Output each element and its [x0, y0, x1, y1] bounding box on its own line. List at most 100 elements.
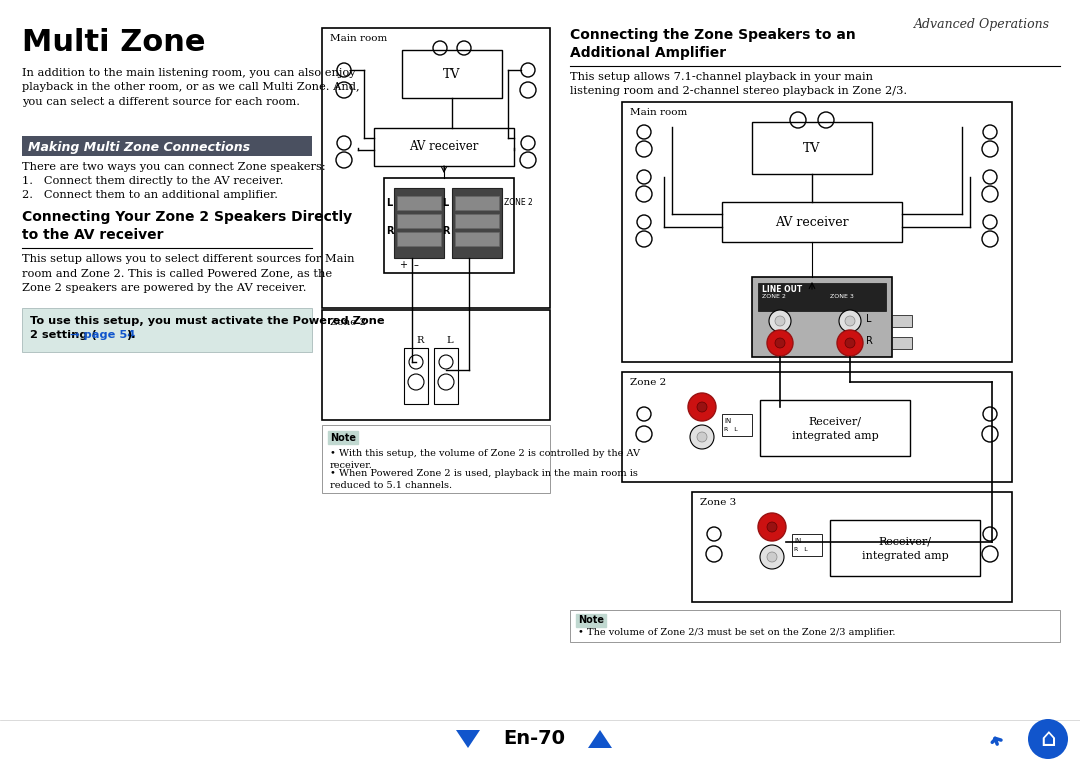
Bar	[397, 196, 441, 210]
Bar	[397, 214, 441, 228]
Bar	[394, 188, 444, 258]
Text: AV receiver: AV receiver	[409, 141, 478, 154]
Text: ZONE 2: ZONE 2	[504, 198, 532, 207]
Text: TV: TV	[443, 67, 461, 80]
Bar	[570, 610, 1059, 642]
Text: To use this setup, you must activate the Powered Zone: To use this setup, you must activate the…	[30, 316, 384, 326]
Bar	[374, 128, 514, 166]
Text: –: –	[414, 260, 419, 270]
Text: Note: Note	[578, 615, 604, 625]
Text: Receiver/: Receiver/	[809, 417, 862, 427]
Text: • The volume of Zone 2/3 must be set on the Zone 2/3 amplifier.: • The volume of Zone 2/3 must be set on …	[578, 628, 895, 637]
Text: This setup allows you to select different sources for Main
room and Zone 2. This: This setup allows you to select differen…	[22, 254, 354, 293]
Circle shape	[760, 545, 784, 569]
Circle shape	[697, 432, 707, 442]
Text: R: R	[386, 226, 393, 236]
Text: R   L: R L	[724, 427, 738, 432]
Polygon shape	[588, 730, 612, 748]
Bar	[455, 196, 499, 210]
Text: → page 54: → page 54	[70, 330, 135, 340]
Circle shape	[697, 402, 707, 412]
Text: LINE OUT: LINE OUT	[762, 285, 802, 294]
Text: Receiver/: Receiver/	[878, 537, 931, 547]
Bar	[455, 232, 499, 246]
Text: • When Powered Zone 2 is used, playback in the main room is
reduced to 5.1 chann: • When Powered Zone 2 is used, playback …	[330, 469, 638, 490]
Circle shape	[758, 513, 786, 541]
Text: Zone 2: Zone 2	[330, 318, 366, 327]
Circle shape	[688, 393, 716, 421]
Bar	[831, 520, 980, 576]
Bar	[622, 102, 1012, 362]
Text: Multi Zone: Multi Zone	[22, 28, 205, 57]
Bar	[792, 534, 822, 556]
Bar	[397, 232, 441, 246]
Bar	[723, 414, 752, 436]
Text: L: L	[442, 198, 448, 208]
Bar	[404, 348, 428, 404]
Bar	[892, 337, 912, 349]
Text: R: R	[866, 336, 873, 346]
Bar	[622, 372, 1012, 482]
Text: 1.   Connect them directly to the AV receiver.: 1. Connect them directly to the AV recei…	[22, 176, 283, 186]
Circle shape	[767, 522, 777, 532]
Text: TV: TV	[804, 141, 821, 154]
Text: ZONE 2: ZONE 2	[762, 294, 786, 299]
Circle shape	[775, 338, 785, 348]
Bar	[892, 315, 912, 327]
Text: +: +	[399, 260, 407, 270]
Text: Zone 3: Zone 3	[700, 498, 737, 507]
Bar	[22, 136, 312, 156]
Text: Zone 2: Zone 2	[630, 378, 666, 387]
Text: IN: IN	[794, 538, 801, 544]
Circle shape	[845, 316, 855, 326]
Bar	[576, 614, 606, 627]
Text: ZONE 3: ZONE 3	[831, 294, 854, 299]
Text: There are two ways you can connect Zone speakers:: There are two ways you can connect Zone …	[22, 162, 326, 172]
Text: ⌂: ⌂	[1040, 727, 1056, 751]
Circle shape	[767, 552, 777, 562]
Bar	[455, 214, 499, 228]
Text: IN: IN	[724, 418, 731, 424]
Text: L: L	[386, 198, 392, 208]
Text: to the AV receiver: to the AV receiver	[22, 228, 163, 242]
Polygon shape	[456, 730, 480, 748]
Text: L: L	[447, 336, 454, 345]
Text: Main room: Main room	[630, 108, 687, 117]
Circle shape	[767, 330, 793, 356]
Bar	[384, 178, 514, 273]
Text: En-70: En-70	[503, 730, 565, 749]
Bar	[322, 310, 550, 420]
Circle shape	[837, 330, 863, 356]
Bar	[22, 308, 312, 352]
Text: integrated amp: integrated amp	[792, 431, 878, 441]
Text: Additional Amplifier: Additional Amplifier	[570, 46, 726, 60]
Bar	[402, 50, 502, 98]
Text: ).: ).	[126, 330, 136, 340]
Bar	[758, 283, 886, 311]
Text: R: R	[442, 226, 449, 236]
Text: 2.   Connect them to an additional amplifier.: 2. Connect them to an additional amplifi…	[22, 190, 278, 200]
Text: L: L	[866, 314, 872, 324]
Circle shape	[775, 316, 785, 326]
Bar	[692, 492, 1012, 602]
Text: R   L: R L	[794, 547, 808, 552]
Bar	[723, 202, 902, 242]
Text: Main room: Main room	[330, 34, 388, 43]
Text: Advanced Operations: Advanced Operations	[914, 18, 1050, 31]
Bar	[328, 431, 357, 444]
Bar	[453, 188, 502, 258]
Circle shape	[839, 310, 861, 332]
Bar	[322, 28, 550, 308]
Text: In addition to the main listening room, you can also enjoy
playback in the other: In addition to the main listening room, …	[22, 68, 360, 107]
Circle shape	[769, 310, 791, 332]
Text: • With this setup, the volume of Zone 2 is controlled by the AV
receiver.: • With this setup, the volume of Zone 2 …	[330, 449, 640, 470]
Text: Connecting Your Zone 2 Speakers Directly: Connecting Your Zone 2 Speakers Directly	[22, 210, 352, 224]
Circle shape	[690, 425, 714, 449]
Text: integrated amp: integrated amp	[862, 551, 948, 561]
Text: 2 setting (: 2 setting (	[30, 330, 97, 340]
Bar	[752, 122, 872, 174]
Text: Note: Note	[330, 433, 356, 443]
Bar	[752, 277, 892, 357]
Circle shape	[845, 338, 855, 348]
Bar	[760, 400, 910, 456]
